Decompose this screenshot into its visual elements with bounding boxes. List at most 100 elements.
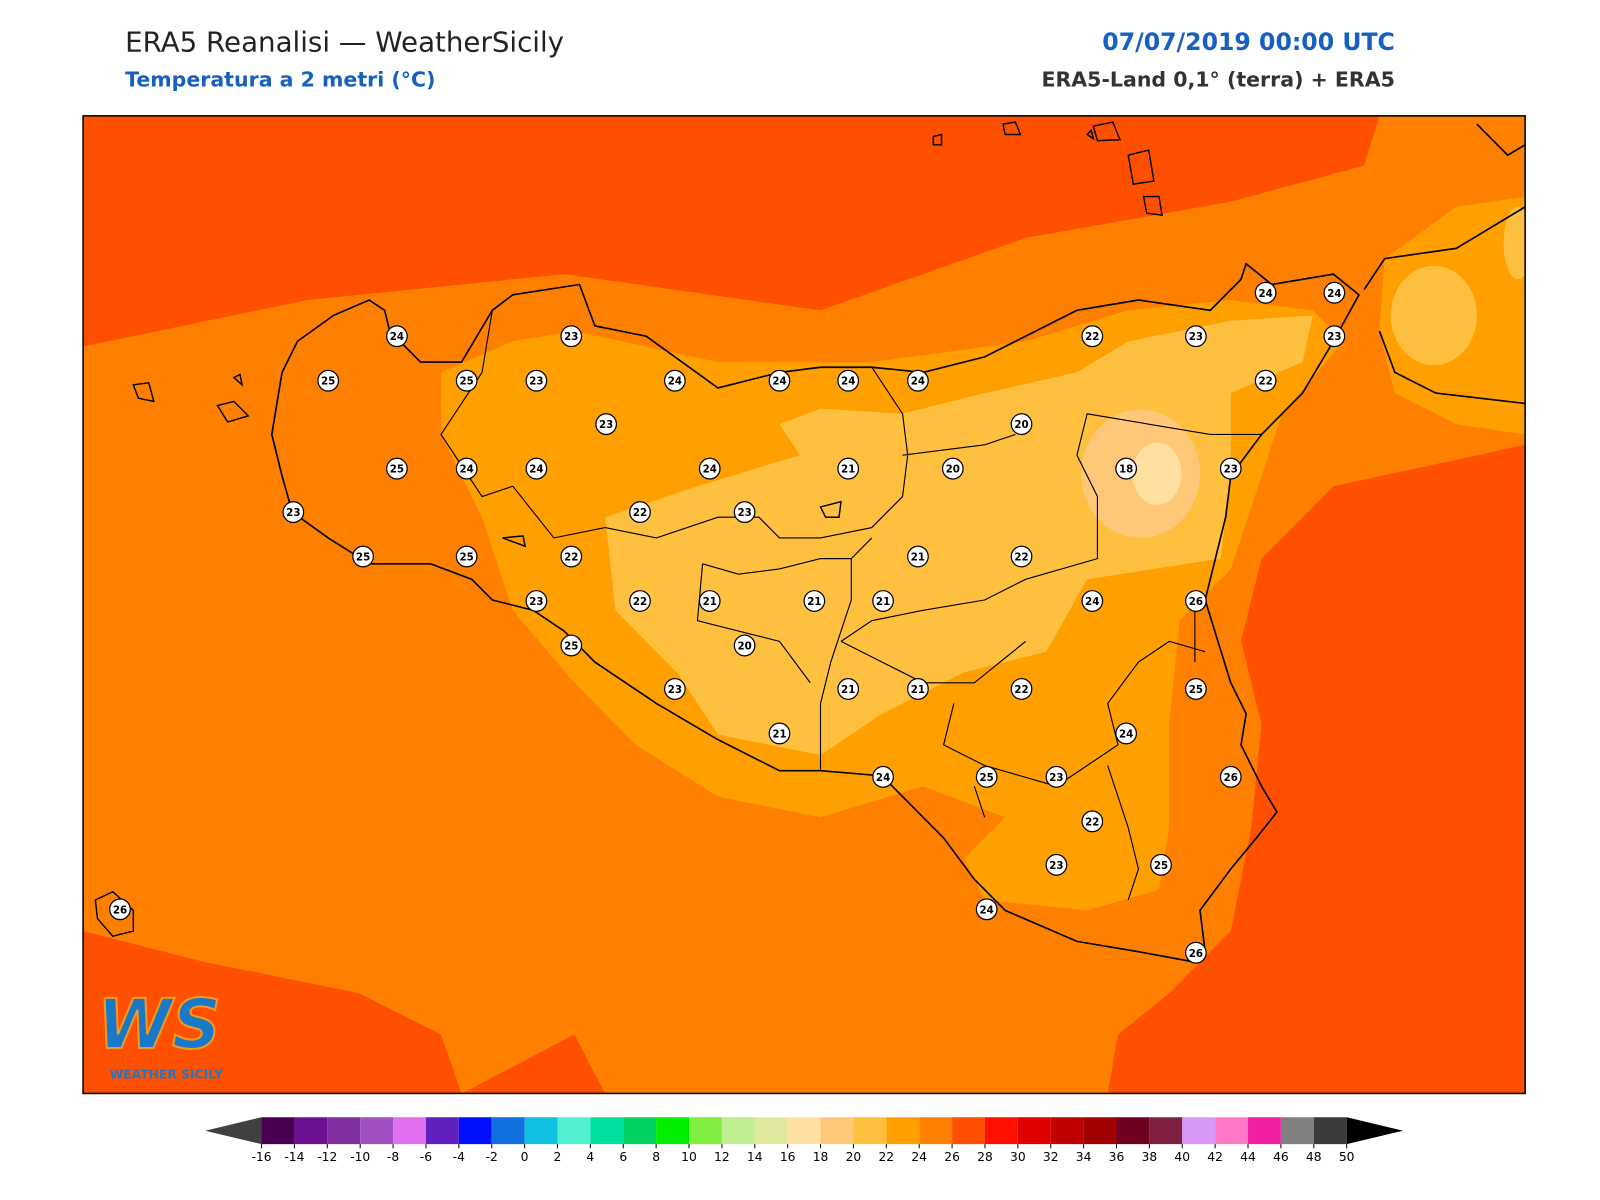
station-value: 22 bbox=[1085, 331, 1099, 343]
colorbar-box bbox=[1017, 1117, 1051, 1145]
colorbar-box bbox=[754, 1117, 788, 1145]
station: 23 bbox=[595, 413, 618, 436]
island bbox=[94, 121, 1163, 938]
colorbar-box bbox=[458, 1117, 492, 1145]
colorbar-under bbox=[205, 1117, 262, 1145]
station: 24 bbox=[1323, 281, 1346, 304]
colorbar-box bbox=[557, 1117, 591, 1145]
colorbar-label: 40 bbox=[1174, 1150, 1190, 1164]
station: 20 bbox=[1010, 413, 1033, 436]
station-marker bbox=[837, 369, 860, 392]
station-marker bbox=[1323, 325, 1346, 348]
colorbar-box bbox=[787, 1117, 821, 1145]
station-value: 25 bbox=[460, 552, 474, 564]
colorbar-box bbox=[1313, 1117, 1347, 1145]
station-value: 26 bbox=[1224, 772, 1238, 784]
contour bbox=[1390, 265, 1477, 366]
station: 22 bbox=[1081, 810, 1104, 833]
station-marker bbox=[1081, 325, 1104, 348]
contour bbox=[1132, 442, 1182, 505]
station-marker bbox=[525, 590, 548, 612]
station: 21 bbox=[907, 545, 929, 568]
colorbar-label: 36 bbox=[1109, 1150, 1125, 1164]
colorbar-box bbox=[1280, 1117, 1314, 1145]
colorbar-box bbox=[820, 1117, 854, 1145]
station-marker bbox=[455, 545, 478, 568]
station: 22 bbox=[1010, 545, 1033, 568]
colorbar-box bbox=[984, 1117, 1018, 1145]
station: 23 bbox=[525, 369, 548, 392]
station: 25 bbox=[386, 457, 408, 480]
station-marker bbox=[1081, 590, 1104, 612]
colorbar-label: 46 bbox=[1273, 1150, 1289, 1164]
station: 25 bbox=[975, 765, 998, 788]
station: 21 bbox=[698, 590, 721, 612]
colorbar-label: -2 bbox=[486, 1150, 498, 1164]
station-marker bbox=[975, 765, 998, 788]
station-value: 21 bbox=[772, 728, 786, 740]
station-value: 24 bbox=[703, 464, 717, 476]
colorbar-label: -14 bbox=[284, 1150, 304, 1164]
station-value: 24 bbox=[668, 376, 682, 388]
colorbar-label: 24 bbox=[911, 1150, 927, 1164]
station-value: 21 bbox=[841, 684, 855, 696]
station-marker bbox=[1185, 941, 1207, 964]
station: 23 bbox=[1219, 457, 1242, 480]
colorbar-box bbox=[327, 1117, 361, 1145]
colorbar-label: 50 bbox=[1339, 1150, 1355, 1164]
station: 25 bbox=[352, 545, 374, 568]
station-value: 25 bbox=[980, 772, 994, 784]
subtitle: Temperatura a 2 metri (°C) bbox=[125, 68, 435, 92]
station-value: 25 bbox=[321, 376, 335, 388]
colorbar-label: 14 bbox=[747, 1150, 763, 1164]
station: 24 bbox=[1254, 281, 1277, 304]
station-value: 22 bbox=[633, 507, 647, 519]
station-marker bbox=[837, 678, 860, 700]
station-marker bbox=[733, 501, 756, 524]
station-value: 26 bbox=[1189, 596, 1203, 608]
colorbar-label: 34 bbox=[1076, 1150, 1092, 1164]
station-marker bbox=[698, 457, 721, 480]
station-marker bbox=[1115, 722, 1138, 745]
colorbar-label: 28 bbox=[977, 1150, 993, 1164]
station-value: 18 bbox=[1119, 464, 1133, 476]
station-value: 23 bbox=[668, 684, 682, 696]
station-value: 25 bbox=[460, 376, 474, 388]
station: 23 bbox=[1323, 325, 1346, 348]
station-marker bbox=[1323, 281, 1346, 304]
station-value: 21 bbox=[876, 596, 890, 608]
colorbar-over bbox=[1346, 1117, 1404, 1145]
station: 25 bbox=[1150, 853, 1172, 876]
station-value: 23 bbox=[737, 507, 751, 519]
station-value: 21 bbox=[807, 596, 821, 608]
station-value: 24 bbox=[911, 376, 925, 388]
colorbar-box bbox=[294, 1117, 328, 1145]
station: 24 bbox=[698, 457, 721, 480]
colorbar: -16 -14 -12 -10 -8 -6 -4 -2 0 2 4 6 8 10 12 14 16 18 20 22 2… bbox=[205, 1117, 1404, 1164]
station-marker bbox=[560, 325, 583, 348]
station: 21 bbox=[907, 678, 929, 700]
station-marker bbox=[525, 457, 548, 480]
station-marker bbox=[768, 369, 791, 392]
station-value: 23 bbox=[1189, 331, 1203, 343]
station-marker bbox=[975, 898, 998, 921]
stations: 24 23 25 25 23 24 24 24 24 22 23 24 24 23 22 23 20 25 24 24… bbox=[109, 281, 1346, 964]
station-value: 26 bbox=[113, 904, 127, 916]
colorbar-box bbox=[360, 1117, 394, 1145]
station-value: 23 bbox=[529, 376, 543, 388]
colorbar-label: 6 bbox=[619, 1150, 627, 1164]
station-value: 25 bbox=[390, 464, 404, 476]
station-marker bbox=[907, 369, 929, 392]
colorbar-box bbox=[952, 1117, 985, 1145]
station: 24 bbox=[455, 457, 478, 480]
colorbar-box bbox=[721, 1117, 755, 1145]
station: 22 bbox=[629, 501, 651, 524]
station-value: 24 bbox=[390, 331, 404, 343]
station-value: 23 bbox=[529, 596, 543, 608]
logo-name: WEATHER SICILY bbox=[110, 1067, 224, 1081]
station-marker bbox=[872, 590, 894, 612]
station-value: 23 bbox=[1327, 331, 1341, 343]
date: 07/07/2019 00:00 UTC bbox=[1102, 28, 1395, 56]
station-value: 23 bbox=[286, 507, 300, 519]
station-marker bbox=[803, 590, 826, 612]
